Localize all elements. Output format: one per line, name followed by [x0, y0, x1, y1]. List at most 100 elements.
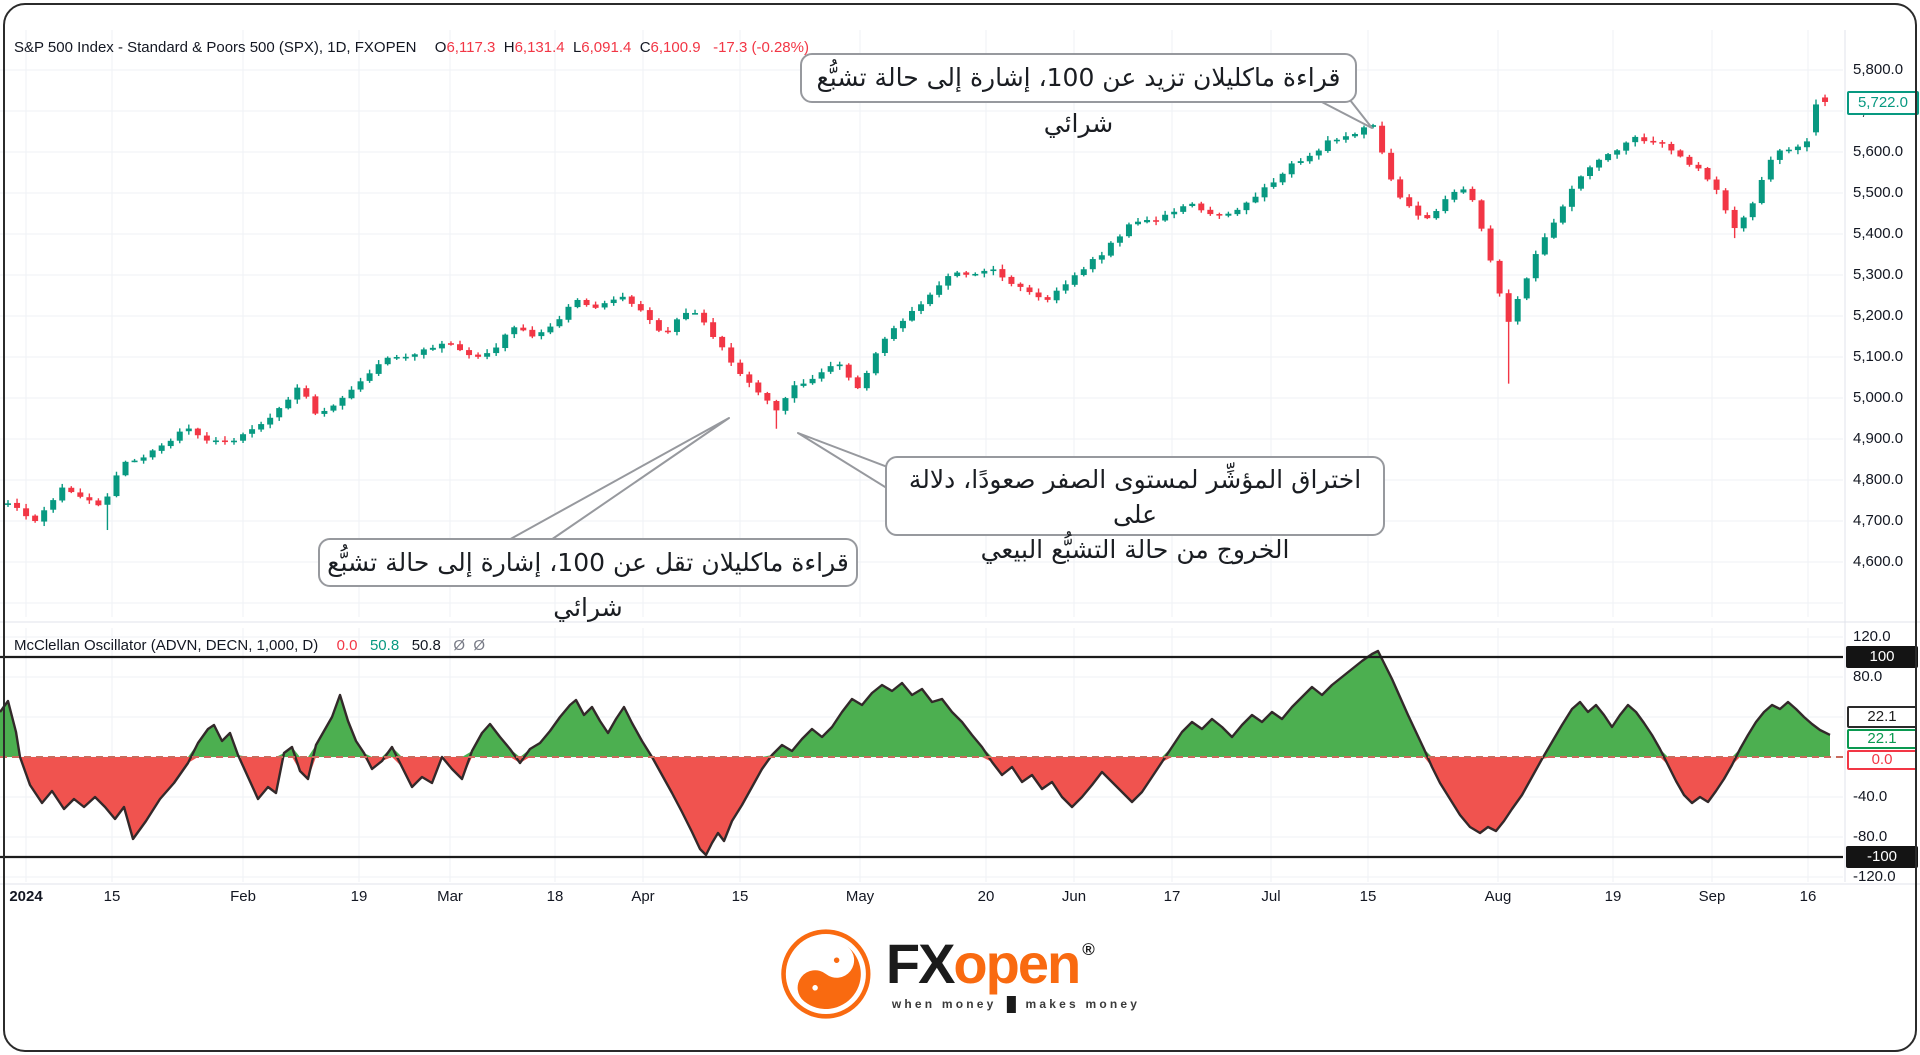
- candle-body: [240, 434, 247, 441]
- candle-body: [1433, 211, 1440, 219]
- candle-body: [1722, 190, 1729, 211]
- candle-body: [1487, 228, 1494, 261]
- candle-body: [1243, 202, 1250, 211]
- oscillator-axis-label: -120.0: [1853, 868, 1896, 885]
- osc-value-badge-green: 22.1: [1847, 729, 1917, 749]
- oscillator-header[interactable]: McClellan Oscillator (ADVN, DECN, 1,000,…: [14, 637, 485, 654]
- candle-body: [936, 285, 943, 295]
- osc-zero-badge-red: 0.0: [1847, 750, 1917, 770]
- callout-zero-cross[interactable]: اختراق المؤشِّر لمستوى الصفر صعودًا، دلا…: [885, 456, 1385, 564]
- candle-body: [1361, 127, 1367, 135]
- candle-body: [1668, 143, 1675, 151]
- osc-phi-1: Ø: [453, 637, 466, 654]
- candle-body: [863, 372, 870, 389]
- callout-tail-overbought: [1317, 99, 1373, 129]
- candle-body: [1189, 203, 1196, 207]
- candle-body: [5, 503, 11, 505]
- candle-body: [158, 445, 165, 451]
- candle-body: [719, 336, 726, 348]
- time-axis-label: 15: [103, 888, 121, 905]
- candle-body: [1614, 150, 1621, 155]
- candle-body: [990, 269, 997, 272]
- candle-body: [330, 405, 337, 411]
- candle-body: [1008, 276, 1015, 284]
- candle-body: [1605, 154, 1612, 161]
- candle-body: [231, 440, 237, 443]
- candle-body: [1822, 97, 1829, 102]
- candle-body: [963, 272, 970, 275]
- candle-body: [32, 515, 39, 522]
- last-price-badge: 5,722.0: [1847, 91, 1919, 115]
- candle-body: [95, 500, 102, 506]
- candle-body: [1758, 179, 1765, 204]
- candle-body: [764, 393, 771, 401]
- logo-tagline: when money makes money: [886, 995, 1140, 1013]
- candle-body: [375, 364, 382, 374]
- candle-body: [1596, 159, 1603, 168]
- candle-body: [68, 487, 75, 493]
- candle-body: [918, 304, 925, 311]
- candle-body: [1568, 188, 1575, 207]
- time-axis-label: 18: [546, 888, 564, 905]
- fxopen-emblem-icon: [781, 929, 871, 1019]
- candle-body: [249, 429, 256, 434]
- candle-body: [50, 500, 57, 510]
- symbol-header[interactable]: S&P 500 Index - Standard & Poors 500 (SP…: [14, 39, 809, 56]
- candle-body: [1035, 292, 1042, 298]
- oscillator-area-negative: [0, 757, 1830, 855]
- candle-body: [194, 428, 201, 436]
- candle-body: [1478, 200, 1485, 229]
- candle-body: [827, 366, 834, 372]
- time-axis-label: 19: [350, 888, 368, 905]
- oscillator-axis-label: 80.0: [1853, 668, 1883, 685]
- candle-body: [321, 410, 328, 414]
- candle-body: [791, 385, 798, 399]
- candle-body: [1171, 211, 1178, 215]
- logo-open: open: [953, 931, 1081, 995]
- ohlc-values: O6,117.3 H6,131.4 L6,091.4 C6,100.9: [435, 39, 709, 56]
- candle-body: [1044, 297, 1051, 300]
- candle-body: [23, 508, 30, 517]
- callout-overbought[interactable]: قراءة ماكليلان تزيد عن 100، إشارة إلى حا…: [800, 53, 1357, 138]
- candle-body: [14, 502, 21, 508]
- candle-body: [1297, 161, 1304, 163]
- candle-body: [1632, 136, 1639, 143]
- candle-body: [610, 299, 617, 304]
- candle-body: [1713, 179, 1720, 190]
- candle-body: [1351, 133, 1358, 137]
- osc-value-badge-black: 22.1: [1847, 706, 1917, 728]
- candle-body: [628, 296, 635, 304]
- candle-body: [1379, 125, 1386, 153]
- candle-body: [1514, 298, 1521, 322]
- callout-overbought-text: قراءة ماكليلان تزيد عن 100، إشارة إلى حا…: [816, 63, 1341, 138]
- candle-body: [122, 461, 129, 476]
- price-axis-label: 5,000.0: [1853, 389, 1904, 406]
- candle-body: [1162, 214, 1169, 221]
- candle-body: [899, 320, 906, 329]
- candle-body: [1053, 290, 1060, 301]
- oscillator-axis-label: 120.0: [1853, 628, 1891, 645]
- candle-body: [592, 304, 599, 308]
- price-axis-label: 4,600.0: [1853, 553, 1904, 570]
- candle-body: [475, 354, 482, 357]
- callout-tail-zero-cross: [797, 432, 891, 491]
- candle-body: [1225, 213, 1232, 216]
- candle-body: [502, 334, 509, 349]
- candle-body: [140, 457, 147, 461]
- candle-body: [890, 328, 897, 340]
- candle-body: [1776, 150, 1783, 160]
- oscillator-outline: [0, 649, 1831, 857]
- candle-body: [1704, 168, 1711, 180]
- time-axis-label: Apr: [631, 888, 655, 905]
- candle-body: [1577, 176, 1584, 189]
- candle-body: [1803, 141, 1810, 148]
- candle-body: [583, 299, 590, 306]
- candle-body: [646, 310, 653, 321]
- candle-body: [1370, 125, 1377, 127]
- callout-oversold[interactable]: قراءة ماكليلان تقل عن 100، إشارة إلى حال…: [318, 538, 858, 622]
- candle-body: [312, 396, 319, 414]
- candle-body: [1388, 152, 1395, 180]
- candle-body: [294, 387, 301, 400]
- candle-body: [1116, 236, 1123, 243]
